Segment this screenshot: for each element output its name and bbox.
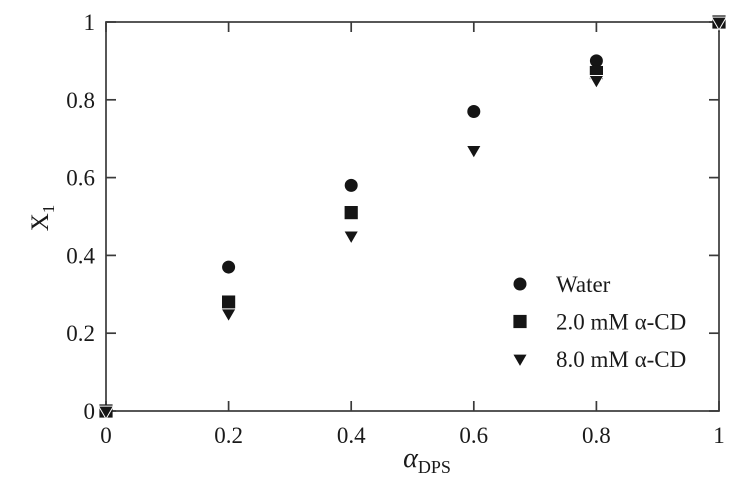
data-point (344, 206, 358, 220)
data-point (344, 178, 358, 192)
series-8-0-mm-cd (97, 16, 728, 420)
data-point (513, 277, 527, 291)
data-point (588, 74, 605, 90)
x-tick-label: 1 (713, 423, 725, 448)
y-tick-label: 1 (84, 10, 96, 35)
x-tick-label: 0.6 (459, 423, 488, 448)
data-point (220, 308, 237, 323)
data-point (222, 295, 236, 309)
x-tick-label: 0.8 (582, 423, 611, 448)
legend-label: 2.0 mM α-CD (556, 310, 686, 335)
legend-label: 8.0 mM α-CD (556, 347, 686, 372)
x-tick-label: 0.4 (337, 423, 366, 448)
x-axis-tick-labels: 0 0.2 0.4 0.6 0.8 1 (100, 423, 725, 448)
data-point (710, 16, 728, 31)
data-point (511, 353, 529, 368)
legend-label: Water (556, 272, 611, 297)
y-tick-label: 0.8 (66, 88, 95, 113)
legend: Water 2.0 mM α-CD 8.0 mM α-CD (511, 272, 686, 372)
plot-frame (105, 21, 720, 412)
y-tick-label: 0 (84, 399, 96, 424)
data-point (513, 314, 527, 329)
data-point (97, 405, 115, 420)
data-point (467, 104, 481, 118)
data-point (222, 260, 236, 274)
data-point (465, 144, 483, 160)
data-point (589, 54, 603, 68)
x-axis-title: αDPS (403, 443, 451, 477)
y-tick-label: 0.2 (66, 321, 95, 346)
y-axis-tick-labels: 0 0.2 0.4 0.6 0.8 1 (66, 10, 95, 424)
y-tick-label: 0.6 (66, 166, 95, 191)
x-tick-label: 0.2 (214, 423, 243, 448)
x-tick-label: 0 (100, 423, 112, 448)
y-axis-title: X1 (27, 205, 58, 232)
data-point (342, 230, 360, 245)
y-tick-label: 0.4 (66, 243, 95, 268)
